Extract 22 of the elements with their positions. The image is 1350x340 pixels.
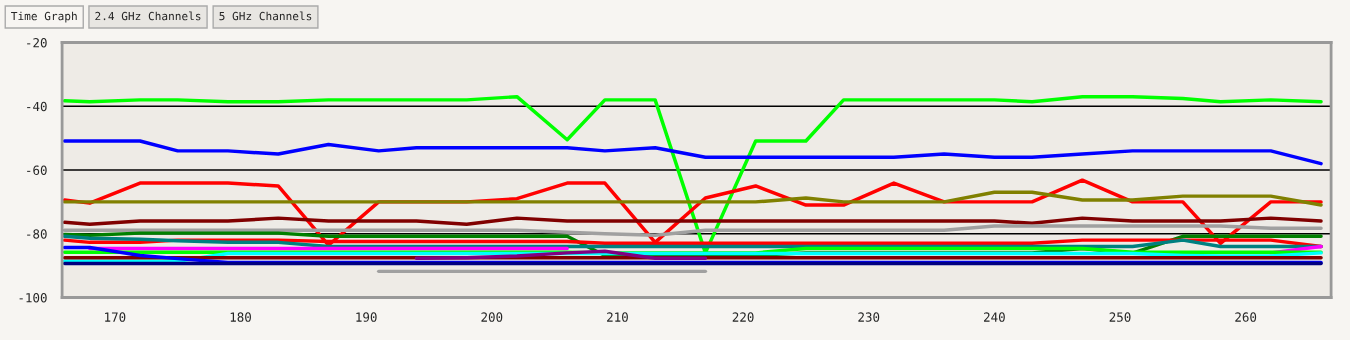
y-tick-label: -40 [27, 101, 47, 112]
x-tick-label: 210 [607, 312, 628, 322]
y-tick-label: -80 [27, 229, 47, 239]
line-series [62, 190, 1323, 207]
x-tick-label: 230 [858, 312, 880, 322]
x-tick-label: 240 [984, 312, 1005, 322]
x-tick-label: 180 [230, 312, 251, 322]
line-series [62, 139, 1323, 166]
x-tick-label: 200 [481, 312, 503, 322]
x-tick-label: 250 [1109, 312, 1131, 322]
line-series [414, 249, 708, 261]
text: 2.4 GHz Channels [95, 11, 201, 21]
text: 5 GHz Channels [219, 11, 312, 21]
x-tick-label: 260 [1235, 312, 1257, 322]
x-tick-label: 170 [105, 312, 126, 322]
x-tick-label: 190 [356, 312, 377, 322]
line-series [62, 216, 1323, 226]
y-tick-label: -20 [27, 38, 47, 48]
y-tick-label: -60 [27, 165, 47, 175]
x-tick-label: 220 [732, 312, 754, 322]
text: Time Graph [11, 11, 77, 23]
y-tick-label: -100 [19, 293, 47, 303]
